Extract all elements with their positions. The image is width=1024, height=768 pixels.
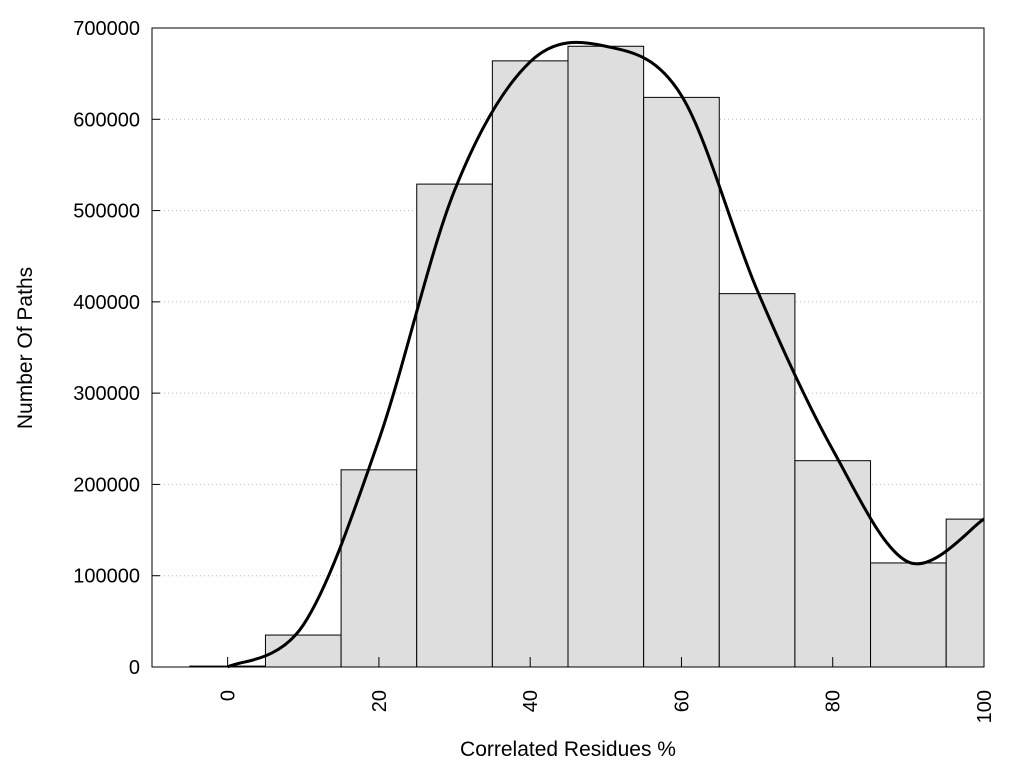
y-tick-label: 200000 <box>73 474 140 496</box>
bar <box>340 469 418 668</box>
y-axis-label: Number Of Paths <box>14 267 37 429</box>
x-tick-label: 40 <box>520 690 542 712</box>
y-tick-label: 300000 <box>73 383 140 405</box>
y-axis-ticks: 0 100000 200000 300000 400000 500000 600000 700… <box>73 18 160 679</box>
y-tick-label: 0 <box>129 657 140 679</box>
bar <box>718 293 796 668</box>
x-tick-label: 100 <box>974 690 996 723</box>
bar <box>794 460 872 668</box>
bar <box>416 183 493 668</box>
bar <box>567 45 645 668</box>
bar <box>491 60 569 668</box>
y-tick-label: 100000 <box>73 566 140 588</box>
x-axis-label: Correlated Residues % <box>460 738 676 761</box>
x-axis-ticks: 0 20 40 60 80 100 <box>218 657 996 723</box>
bar <box>870 562 947 668</box>
x-tick-label: 80 <box>823 690 845 712</box>
x-tick-label: 20 <box>369 690 391 712</box>
bar <box>945 518 985 668</box>
x-tick-label: 60 <box>671 690 693 712</box>
y-tick-label: 700000 <box>73 18 140 40</box>
y-tick-label: 600000 <box>73 109 140 131</box>
plot-frame <box>151 27 985 668</box>
bars <box>189 45 985 668</box>
y-tick-label: 500000 <box>73 201 140 223</box>
y-tick-label: 400000 <box>73 292 140 314</box>
bar <box>643 96 720 668</box>
density-curve <box>226 40 985 669</box>
x-tick-label: 0 <box>218 690 240 701</box>
